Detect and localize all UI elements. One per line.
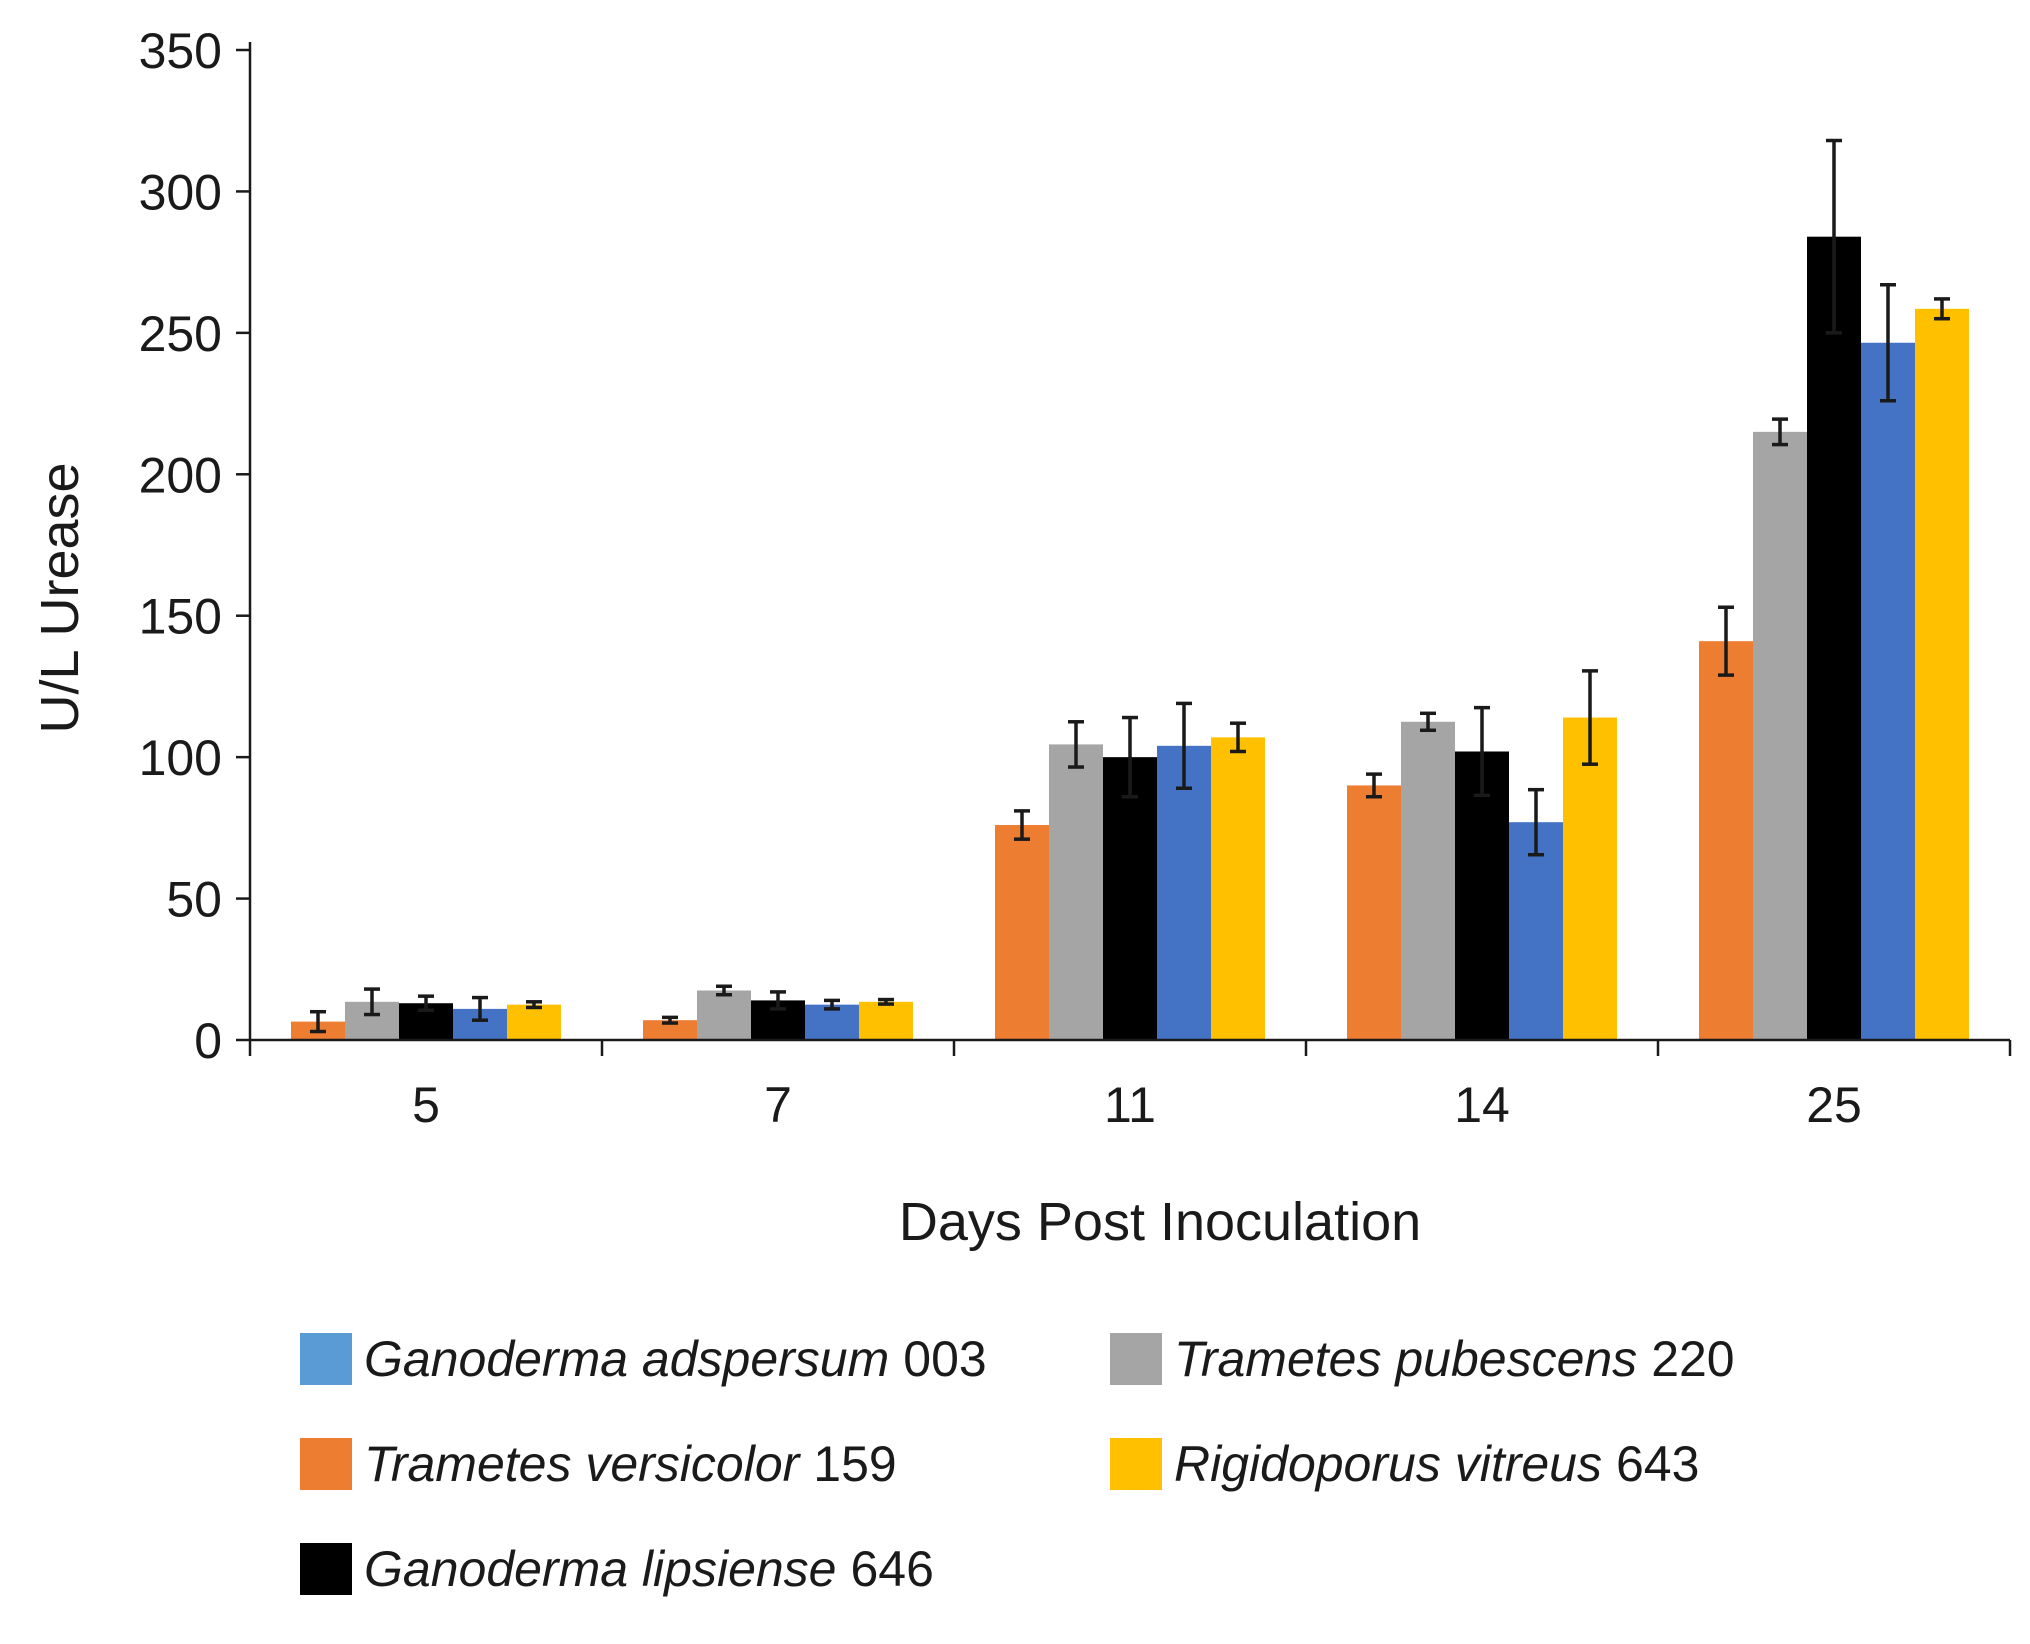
x-tick-label: 5 <box>412 1077 440 1133</box>
bar <box>1157 745 1211 1040</box>
error-bars-layer <box>310 138 1950 1034</box>
legend-swatch <box>1110 1438 1162 1490</box>
legend-strain: 003 <box>903 1331 987 1387</box>
legend-species: Rigidoporus vitreus <box>1174 1436 1602 1492</box>
legend-swatch <box>300 1333 352 1385</box>
x-tick-label: 14 <box>1454 1077 1510 1133</box>
bar <box>1211 737 1265 1040</box>
x-tick-label: 25 <box>1806 1077 1862 1133</box>
legend-strain: 646 <box>850 1541 934 1597</box>
legend-item: Trametes pubescens 220 <box>1110 1330 1735 1388</box>
y-tick-label: 150 <box>139 589 222 645</box>
y-axis-title: U/L Urease <box>30 462 90 733</box>
legend-species: Trametes pubescens <box>1174 1331 1638 1387</box>
bar <box>643 1020 697 1040</box>
bars-layer <box>291 236 1969 1040</box>
bar <box>1699 641 1753 1040</box>
legend-species: Ganoderma lipsiense <box>364 1541 837 1597</box>
bar <box>1103 757 1157 1040</box>
x-axis-title: Days Post Inoculation <box>899 1192 1421 1252</box>
bar <box>859 1001 913 1040</box>
axes-layer: 0 50 100 150 200 250 300 350 5 7 11 14 25 <box>139 23 2012 1133</box>
legend-item: Ganoderma lipsiense 646 <box>300 1540 934 1598</box>
bar <box>1347 785 1401 1040</box>
y-tick-label: 250 <box>139 306 222 362</box>
bar <box>1753 431 1807 1040</box>
bar <box>507 1004 561 1040</box>
bar <box>1915 308 1969 1040</box>
legend-species: Ganoderma adspersum <box>364 1331 890 1387</box>
legend-item: Rigidoporus vitreus 643 <box>1110 1435 1699 1493</box>
legend-species: Trametes versicolor <box>364 1436 800 1492</box>
y-tick-label: 200 <box>139 447 222 503</box>
legend-strain: 159 <box>813 1436 897 1492</box>
legend-swatch <box>1110 1333 1162 1385</box>
bar <box>1509 822 1563 1040</box>
legend-item: Trametes versicolor 159 <box>300 1435 897 1493</box>
legend-swatch <box>300 1438 352 1490</box>
bar <box>995 825 1049 1040</box>
bar <box>1807 236 1861 1040</box>
bar <box>1401 721 1455 1040</box>
x-tick-label: 11 <box>1104 1077 1156 1133</box>
bar <box>1049 744 1103 1040</box>
bar <box>697 990 751 1040</box>
bar <box>1563 717 1617 1040</box>
y-tick-label: 350 <box>139 23 222 79</box>
legend: Ganoderma adspersum 003 Trametes pubesce… <box>300 1330 1900 1630</box>
bar <box>1455 751 1509 1040</box>
legend-item: Ganoderma adspersum 003 <box>300 1330 987 1388</box>
x-tick-label: 7 <box>764 1077 792 1133</box>
bar <box>1861 342 1915 1040</box>
y-tick-label: 0 <box>194 1013 222 1069</box>
legend-swatch <box>300 1543 352 1595</box>
y-tick-label: 300 <box>139 164 222 220</box>
y-tick-label: 50 <box>166 872 222 928</box>
legend-strain: 220 <box>1651 1331 1735 1387</box>
urease-bar-chart: 0 50 100 150 200 250 300 350 5 7 11 14 25 Days Post … <box>30 23 2012 1252</box>
y-tick-label: 100 <box>139 730 222 786</box>
legend-strain: 643 <box>1615 1436 1700 1492</box>
